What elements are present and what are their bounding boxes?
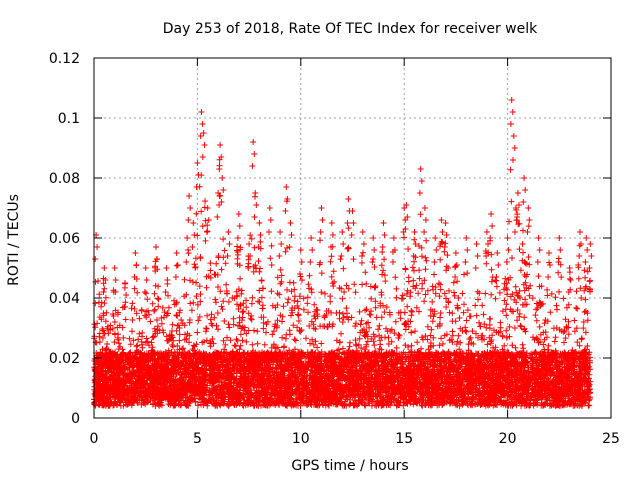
x-tick-label: 10	[292, 431, 310, 447]
scatter-markers	[91, 97, 595, 409]
x-tick-label: 0	[90, 431, 99, 447]
y-tick-label: 0.12	[49, 51, 80, 67]
x-tick-label: 25	[602, 431, 620, 447]
axis-ticks: 0 0.02 0.04 0.06 0.08 0.1 0.12 0 5 10 15 20 25	[49, 51, 620, 447]
y-axis-label: ROTI / TECUs	[6, 194, 22, 286]
y-tick-label: 0.1	[58, 111, 80, 127]
y-tick-label: 0.08	[49, 171, 80, 187]
chart-title: Day 253 of 2018, Rate Of TEC Index for r…	[163, 21, 538, 37]
x-tick-label: 20	[499, 431, 517, 447]
x-tick-label: 15	[395, 431, 413, 447]
x-axis-label: GPS time / hours	[291, 458, 408, 474]
y-tick-label: 0	[71, 411, 80, 427]
data-points	[91, 97, 595, 409]
y-tick-label: 0.06	[49, 231, 80, 247]
x-tick-label: 5	[193, 431, 202, 447]
y-tick-label: 0.02	[49, 351, 80, 367]
y-tick-label: 0.04	[49, 291, 80, 307]
